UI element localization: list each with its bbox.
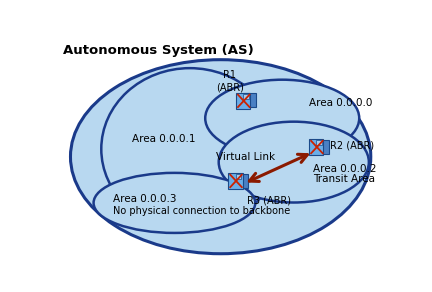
Text: R1
(ABR): R1 (ABR) [216,70,244,92]
FancyBboxPatch shape [243,94,249,99]
FancyBboxPatch shape [316,140,329,154]
Text: Transit Area: Transit Area [313,174,375,184]
Ellipse shape [219,122,369,203]
Text: No physical connection to backbone: No physical connection to backbone [113,206,290,216]
Ellipse shape [70,60,371,254]
FancyBboxPatch shape [228,173,243,189]
FancyBboxPatch shape [235,174,241,179]
FancyBboxPatch shape [242,93,256,107]
Text: Virtual Link: Virtual Link [216,152,276,162]
Text: R3 (ABR): R3 (ABR) [247,195,291,205]
Text: Area 0.0.0.0: Area 0.0.0.0 [309,98,372,108]
FancyBboxPatch shape [309,139,324,155]
Text: R2 (ABR): R2 (ABR) [330,141,374,151]
FancyBboxPatch shape [235,173,248,187]
Text: Area 0.0.0.3: Area 0.0.0.3 [113,194,176,204]
FancyBboxPatch shape [317,140,322,145]
Text: Area 0.0.0.1: Area 0.0.0.1 [132,134,196,144]
Text: Area 0.0.0.2: Area 0.0.0.2 [313,164,377,174]
Ellipse shape [205,80,359,157]
Text: Autonomous System (AS): Autonomous System (AS) [63,44,254,57]
Ellipse shape [101,68,278,230]
FancyBboxPatch shape [235,93,250,109]
Ellipse shape [94,173,255,233]
